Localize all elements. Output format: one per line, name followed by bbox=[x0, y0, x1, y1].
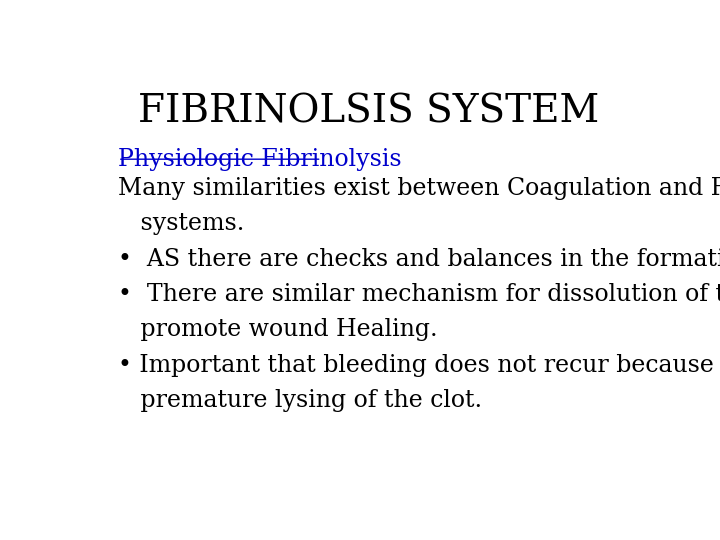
Text: • Important that bleeding does not recur because of: • Important that bleeding does not recur… bbox=[118, 354, 720, 377]
Text: FIBRINOLSIS SYSTEM: FIBRINOLSIS SYSTEM bbox=[138, 94, 600, 131]
Text: systems.: systems. bbox=[118, 212, 244, 235]
Text: Physiologic Fibrinolysis: Physiologic Fibrinolysis bbox=[118, 148, 402, 171]
Text: •  AS there are checks and balances in the formation of clot: • AS there are checks and balances in th… bbox=[118, 248, 720, 271]
Text: premature lysing of the clot.: premature lysing of the clot. bbox=[118, 389, 482, 412]
Text: •  There are similar mechanism for dissolution of the clot to: • There are similar mechanism for dissol… bbox=[118, 283, 720, 306]
Text: promote wound Healing.: promote wound Healing. bbox=[118, 319, 438, 341]
Text: Many similarities exist between Coagulation and Fibrinolytic: Many similarities exist between Coagulat… bbox=[118, 177, 720, 200]
